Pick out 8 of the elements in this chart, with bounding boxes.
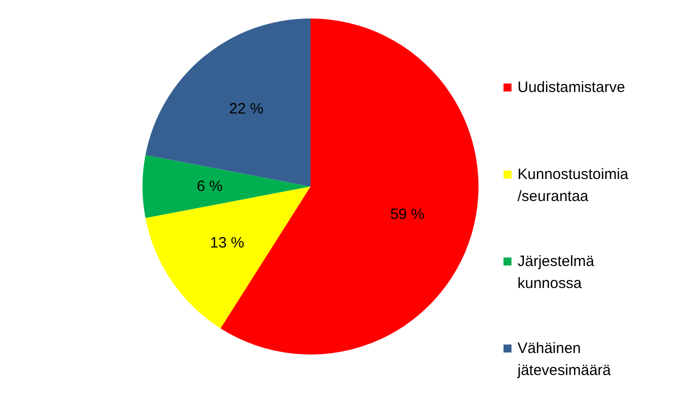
legend-label: Vähäinen jätevesimäärä: [516, 340, 612, 379]
legend-label: Järjestelmä kunnossa: [518, 253, 595, 292]
data-label: 6 %: [196, 178, 223, 195]
data-label: 59 %: [390, 206, 424, 224]
legend-label: Uudistamistarve: [518, 79, 626, 96]
legend-label: Kunnostustoimia /seurantaa: [518, 166, 630, 205]
data-label: 13 %: [210, 234, 244, 252]
data-label: 22 %: [229, 100, 264, 118]
